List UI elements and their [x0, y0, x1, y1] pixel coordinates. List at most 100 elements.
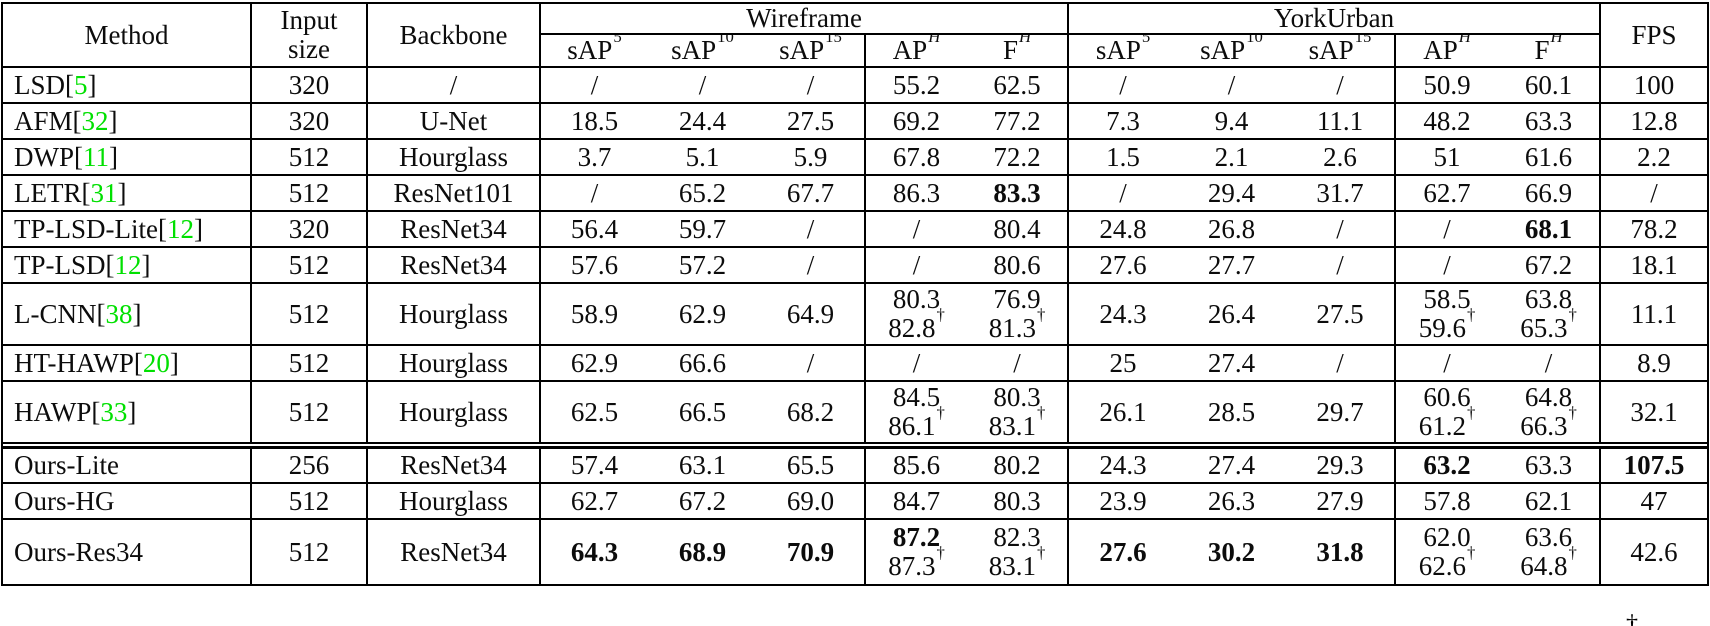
method-name: AFM	[14, 105, 73, 136]
metric-cell: 320	[250, 66, 367, 105]
cell-value: 27.9	[1316, 485, 1364, 516]
metric-cell: /	[1599, 174, 1709, 213]
cell-value: 63.1	[678, 449, 727, 480]
cell-value: 70.9	[786, 536, 835, 567]
cell-value: 8.9	[1637, 347, 1671, 378]
metric-cell: /	[864, 210, 967, 249]
cell-value: 80.2	[993, 449, 1041, 480]
dagger-mark: †	[936, 304, 945, 324]
cell-value: 66.6	[678, 347, 727, 378]
cell-value: 25	[1109, 347, 1137, 378]
method-cell: Ours-HG	[2, 482, 251, 521]
method-name: HT-HAWP	[14, 347, 134, 378]
metric-cell: 1.5	[1067, 138, 1178, 177]
cell-value: 512	[288, 485, 330, 516]
metric-cell: 62.7	[1394, 174, 1499, 213]
metric-cell: 47	[1599, 482, 1709, 521]
cell-value: 51	[1433, 141, 1461, 172]
dagger-mark: †	[1036, 402, 1046, 422]
metric-cell: 56.4	[539, 210, 648, 249]
cell-value: 65.5	[786, 449, 835, 480]
metric-cell: Hourglass	[366, 380, 540, 445]
metric-cell: 107.5	[1599, 446, 1709, 485]
cell-value: 84.7	[892, 485, 941, 516]
cell-value: 61.6	[1524, 141, 1573, 172]
metric-cell: 27.7	[1177, 246, 1287, 285]
cell-value: 320	[288, 105, 330, 136]
cell-value: 512	[288, 536, 330, 567]
cell-value: 61.2†	[1418, 402, 1476, 442]
metric-cell: 256	[250, 446, 367, 485]
cell-value: 84.5	[892, 382, 941, 413]
metric-cell: 26.3	[1177, 482, 1287, 521]
cell-value: 62.0	[1423, 522, 1471, 553]
cell-value: 24.8	[1099, 213, 1147, 244]
cell-value: 27.5	[786, 105, 835, 136]
cell-value: 67.7	[786, 177, 835, 208]
col-header-wf-aph: APH	[864, 33, 967, 69]
cell-value: 27.6	[1099, 536, 1147, 567]
cell-value: 62.1	[1524, 485, 1573, 516]
metric-cell: 69.0	[757, 482, 865, 521]
cell-value: 64.8†	[1520, 542, 1577, 582]
cell-value: 24.4	[678, 105, 727, 136]
footnote-dagger-fragment: †	[1626, 611, 1638, 626]
metric-cell: 100	[1599, 66, 1709, 105]
dagger-mark: †	[936, 402, 945, 422]
section-divider-cell	[2, 442, 1709, 449]
metric-cell: 62.5	[967, 66, 1069, 105]
cell-value: 18.1	[1630, 249, 1678, 280]
metric-cell: 512	[250, 174, 367, 213]
metric-cell: 80.3 82.8†	[864, 282, 967, 347]
metric-cell: 80.2	[967, 446, 1069, 485]
dagger-mark: †	[1466, 542, 1476, 562]
cell-value: 62.5	[570, 396, 619, 427]
cell-value: 63.8	[1524, 284, 1573, 315]
cell-value: 512	[288, 347, 330, 378]
metric-cell: 78.2	[1599, 210, 1709, 249]
metric-cell: 512	[250, 282, 367, 347]
cell-value: Hourglass	[398, 141, 508, 172]
table-row: HT-HAWP[20] 512 Hourglass 62.9 66.6 / / / 25 27.4…	[2, 344, 1709, 383]
cell-value: /	[1119, 177, 1127, 208]
cell-value: 72.2	[993, 141, 1041, 172]
cell-value: 59.7	[678, 213, 727, 244]
cell-value: 67.8	[892, 141, 941, 172]
cell-value: 512	[288, 396, 330, 427]
metric-cell: 27.9	[1286, 482, 1396, 521]
metric-cell: 63.3	[1498, 446, 1601, 485]
metric-cell: 42.6	[1599, 518, 1709, 587]
col-header-yu-aph: APH	[1394, 33, 1499, 69]
metric-cell: 65.5	[757, 446, 865, 485]
cell-value: Hourglass	[398, 485, 508, 516]
citation-ref: 33	[100, 396, 128, 427]
metric-cell: ResNet34	[366, 210, 540, 249]
section-divider	[2, 442, 1709, 449]
cell-value: /	[806, 347, 815, 378]
cell-value: /	[1227, 69, 1236, 100]
metric-cell: /	[757, 344, 865, 383]
cell-value: 69.0	[786, 485, 835, 516]
method-cell: Ours-Res34	[2, 518, 251, 587]
metric-cell: /	[757, 246, 865, 285]
metric-cell: /	[539, 66, 648, 105]
cell-value: 77.2	[993, 105, 1041, 136]
col-group-yorkurban: YorkUrban	[1067, 1, 1601, 36]
cell-value: 85.6	[892, 449, 941, 480]
metric-cell: 512	[250, 380, 367, 445]
metric-cell: 23.9	[1067, 482, 1178, 521]
metric-cell: 62.7	[539, 482, 648, 521]
cell-value: 87.3†	[888, 542, 945, 582]
metric-cell: 57.4	[539, 446, 648, 485]
cell-value: /	[1336, 249, 1344, 280]
cell-value: 80.3	[993, 382, 1041, 413]
table-row: AFM[32] 320 U-Net 18.5 24.4 27.5 69.2 77.2 7.3 9.…	[2, 102, 1709, 141]
metric-cell: /	[366, 66, 540, 105]
citation-ref: 12	[114, 249, 142, 280]
dagger-mark: †	[936, 542, 945, 562]
col-header-wf-sap15: sAP15	[757, 33, 865, 69]
col-header-wf-sap10: sAP10	[648, 33, 757, 69]
metric-cell: /	[1498, 344, 1601, 383]
cell-value: 86.1†	[888, 402, 945, 442]
